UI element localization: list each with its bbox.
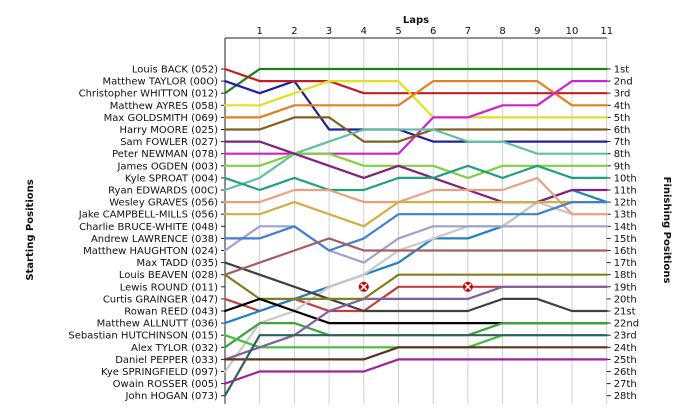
- starting-position-label: Charlie BRUCE-WHITE (048): [79, 222, 218, 233]
- series-line: [223, 334, 608, 349]
- series-line: [223, 79, 608, 119]
- y-axis-title-right: Finishing Positions: [661, 177, 672, 284]
- series-line: [223, 79, 608, 119]
- series-line: [223, 201, 608, 228]
- starting-position-label: Daniel PEPPER (033): [115, 355, 218, 366]
- x-axis-title: Laps: [403, 15, 429, 26]
- starting-position-label: Kyle SPROAT (004): [125, 173, 218, 184]
- starting-position-label: Kye SPRINGFIELD (097): [101, 367, 218, 378]
- finishing-position-label: 2nd: [614, 77, 633, 88]
- finishing-position-label: 27th: [614, 379, 637, 390]
- lap-tick-label: 7: [465, 26, 471, 37]
- series-line: [223, 273, 608, 300]
- lap-tick-label: 11: [600, 26, 613, 37]
- lap-tick-label: 2: [291, 26, 297, 37]
- finishing-position-label: 9th: [614, 161, 631, 172]
- starting-position-label: John HOGAN (073): [125, 391, 219, 402]
- series-line: [223, 346, 608, 361]
- lap-tick-label: 1: [257, 26, 263, 37]
- starting-position-label: Louis BACK (052): [132, 65, 218, 76]
- marker-layer: [358, 281, 473, 292]
- starting-position-label: Max GOLDSMITH (069): [104, 113, 218, 124]
- finishing-position-label: 13th: [614, 210, 637, 221]
- finishing-position-label: 16th: [614, 246, 637, 257]
- series-line: [223, 225, 608, 264]
- series-line: [223, 140, 608, 204]
- series-line: [223, 152, 608, 179]
- finishing-position-label: 24th: [614, 343, 637, 354]
- series-line: [223, 285, 608, 361]
- starting-position-label: Sebastian HUTCHINSON (015): [68, 331, 218, 342]
- series-line: [223, 128, 608, 192]
- lap-tick-label: 8: [499, 26, 505, 37]
- lap-tick-label: 5: [395, 26, 401, 37]
- finishing-position-label: 25th: [614, 355, 637, 366]
- series-line: [223, 201, 608, 252]
- starting-position-label: Christopher WHITTON (012): [79, 89, 219, 100]
- y-axis-title-left: Starting Positions: [25, 179, 36, 280]
- series-line: [223, 237, 608, 276]
- finishing-position-label: 21st: [614, 307, 636, 318]
- finishing-position-label: 5th: [614, 113, 631, 124]
- lap-tick-label: 4: [361, 26, 367, 37]
- finishing-position-label: 3rd: [614, 89, 631, 100]
- starting-position-label: Alex TYLOR (032): [131, 343, 218, 354]
- series-line: [223, 201, 608, 373]
- finishing-position-label: 19th: [614, 282, 637, 293]
- finishing-position-label: 20th: [614, 294, 637, 305]
- series-line: [223, 261, 608, 313]
- starting-position-label: Curtis GRAINGER (047): [103, 294, 218, 305]
- finishing-position-label: 10th: [614, 173, 637, 184]
- finishing-position-label: 1st: [614, 65, 630, 76]
- finishing-position-label: 8th: [614, 149, 631, 160]
- retirement-marker: [462, 281, 473, 292]
- starting-position-label: Lewis ROUND (011): [120, 282, 218, 293]
- finishing-position-label: 12th: [614, 198, 637, 209]
- lap-tick-label: 6: [430, 26, 436, 37]
- series-layer: [223, 67, 608, 397]
- finishing-position-label: 11th: [614, 186, 637, 197]
- finishing-position-label: 6th: [614, 125, 631, 136]
- starting-position-label: Matthew AYRES (058): [110, 101, 218, 112]
- starting-position-label: Ryan EDWARDS (00C): [108, 186, 218, 197]
- starting-position-label: Harry MOORE (025): [120, 125, 219, 136]
- finishing-position-label: 23rd: [614, 331, 637, 342]
- finishing-position-label: 17th: [614, 258, 637, 269]
- series-line: [223, 164, 608, 192]
- starting-position-label: Matthew ALLNUTT (036): [97, 319, 218, 330]
- starting-position-label: Max TADD (035): [137, 258, 219, 269]
- label-layer: Louis BACK (052) 1st Matthew TAYLOR (00O) 2…: [68, 65, 639, 403]
- series-line: [223, 358, 608, 385]
- retirement-marker: [358, 281, 369, 292]
- starting-position-label: Matthew HAUGHTON (024): [83, 246, 218, 257]
- finishing-position-label: 26th: [614, 367, 637, 378]
- starting-position-label: Sam FOWLER (027): [120, 137, 218, 148]
- finishing-position-label: 4th: [614, 101, 631, 112]
- series-line: [223, 334, 608, 397]
- series-line: [223, 116, 608, 143]
- grid-layer: 1 2 3 4 5 6 7 8 9 10 11: [221, 26, 613, 404]
- starting-position-label: Louis BEAVEN (028): [119, 270, 218, 281]
- starting-position-label: Andrew LAWRENCE (038): [91, 234, 218, 245]
- finishing-position-label: 14th: [614, 222, 637, 233]
- lap-tick-label: 9: [534, 26, 540, 37]
- starting-position-label: Wesley GRAVES (056): [109, 198, 218, 209]
- finishing-position-label: 22nd: [614, 319, 639, 330]
- series-line: [223, 176, 608, 216]
- finishing-position-label: 7th: [614, 137, 631, 148]
- starting-position-label: Owain ROSSER (005): [113, 379, 218, 390]
- starting-position-label: Jake CAMPBELL-MILLS (056): [78, 210, 218, 221]
- finishing-position-label: 28th: [614, 391, 637, 402]
- starting-position-label: Peter NEWMAN (078): [112, 149, 218, 160]
- lap-tick-label: 10: [566, 26, 579, 37]
- starting-position-label: Matthew TAYLOR (00O): [102, 77, 218, 88]
- starting-position-label: Rowan REED (043): [124, 307, 218, 318]
- lap-tick-label: 3: [326, 26, 332, 37]
- finishing-position-label: 15th: [614, 234, 637, 245]
- series-line: [223, 67, 608, 95]
- finishing-position-label: 18th: [614, 270, 637, 281]
- starting-position-label: James OGDEN (003): [116, 161, 218, 172]
